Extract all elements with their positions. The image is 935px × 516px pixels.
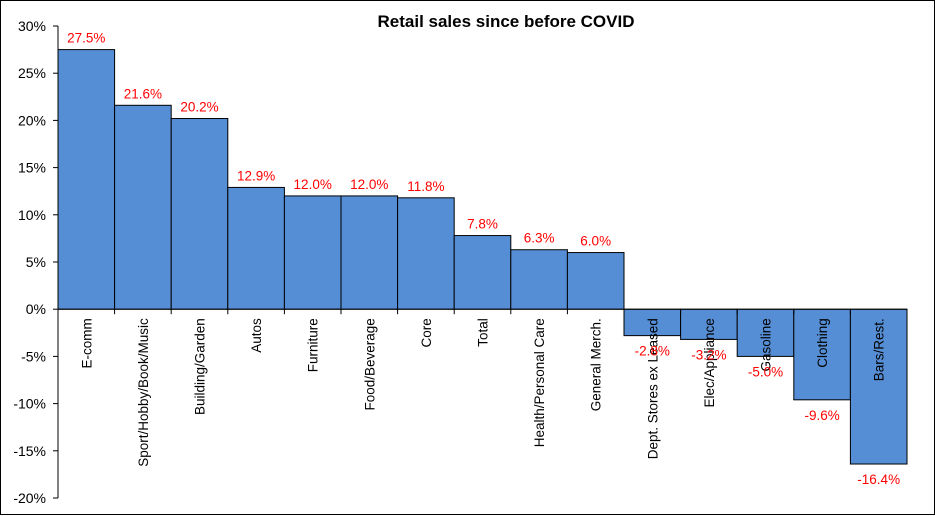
bar-12 [736, 308, 795, 357]
x-tick-label: Clothing [815, 318, 830, 368]
x-tick-label: Bars/Rest. [872, 318, 887, 381]
x-tick-label: Gasoline [759, 318, 774, 371]
chart-title: Retail sales since before COVID [378, 12, 635, 31]
x-tick-label: Food/Beverage [362, 318, 377, 410]
data-label-2: 20.2% [180, 100, 218, 115]
y-tick-label: -10% [13, 396, 46, 412]
x-tick-label: Core [419, 318, 434, 347]
y-tick-label: -15% [13, 443, 46, 459]
data-label-11: -3.2% [691, 347, 726, 362]
bar-4 [283, 195, 342, 310]
x-tick-label: General Merch. [589, 318, 604, 411]
data-label-3: 12.9% [237, 168, 275, 183]
x-tick-label: Dept. Stores ex Leased [645, 318, 660, 459]
bar-3 [227, 186, 285, 310]
x-tick-label: Health/Personal Care [532, 318, 547, 447]
x-tick-label: Total [476, 318, 491, 347]
data-label-6: 11.8% [407, 179, 444, 194]
bar-7 [453, 235, 512, 310]
x-tick-label: Building/Garden [193, 318, 208, 415]
y-tick-label: 30% [18, 18, 46, 34]
x-tick-label: Elec/Appliance [702, 318, 717, 407]
bar-9 [566, 252, 625, 310]
bar-6 [397, 197, 455, 310]
y-tick-label: 10% [18, 207, 46, 223]
data-label-7: 7.8% [467, 217, 498, 232]
y-tick-label: 25% [18, 65, 46, 81]
data-label-13: -9.6% [804, 408, 839, 423]
data-label-14: -16.4% [857, 472, 900, 487]
bar-0 [57, 49, 116, 310]
y-tick-label: 15% [18, 160, 46, 176]
bars-group [57, 49, 908, 465]
data-label-4: 12.0% [294, 177, 332, 192]
data-label-10: -2.8% [635, 344, 670, 359]
y-tick-labels: 30% 25% 20% 15% 10% 5% 0% -5% -10% -15% -20% [13, 18, 46, 506]
bar-11 [680, 308, 738, 340]
bar-14 [849, 308, 908, 465]
y-tick-label: 20% [18, 112, 46, 128]
x-tick-labels: E-comm Sport/Hobby/Book/Music Building/Gar… [79, 318, 886, 467]
bar-1 [114, 104, 172, 310]
data-label-0: 27.5% [67, 31, 105, 46]
x-tick-label: Autos [249, 318, 264, 353]
y-tick-label: -5% [21, 348, 46, 364]
x-tick-label: Furniture [306, 318, 321, 372]
bar-5 [340, 195, 399, 310]
axes-group [53, 25, 908, 499]
data-label-8: 6.3% [524, 231, 555, 246]
data-labels: 27.5% 21.6% 20.2% 12.9% 12.0% 12.0% 11.8% 7.8% 6… [67, 31, 900, 487]
y-tick-label: -20% [13, 490, 46, 506]
data-label-1: 21.6% [124, 86, 162, 101]
bar-8 [510, 249, 568, 310]
y-tick-label: 5% [26, 254, 46, 270]
x-tick-label: E-comm [79, 318, 94, 368]
y-tick-label: 0% [26, 301, 46, 317]
data-label-12: -5.0% [748, 364, 783, 379]
data-label-9: 6.0% [580, 234, 611, 249]
x-tick-label: Sport/Hobby/Book/Music [136, 318, 151, 467]
bar-2 [170, 118, 229, 310]
data-label-5: 12.0% [350, 177, 388, 192]
